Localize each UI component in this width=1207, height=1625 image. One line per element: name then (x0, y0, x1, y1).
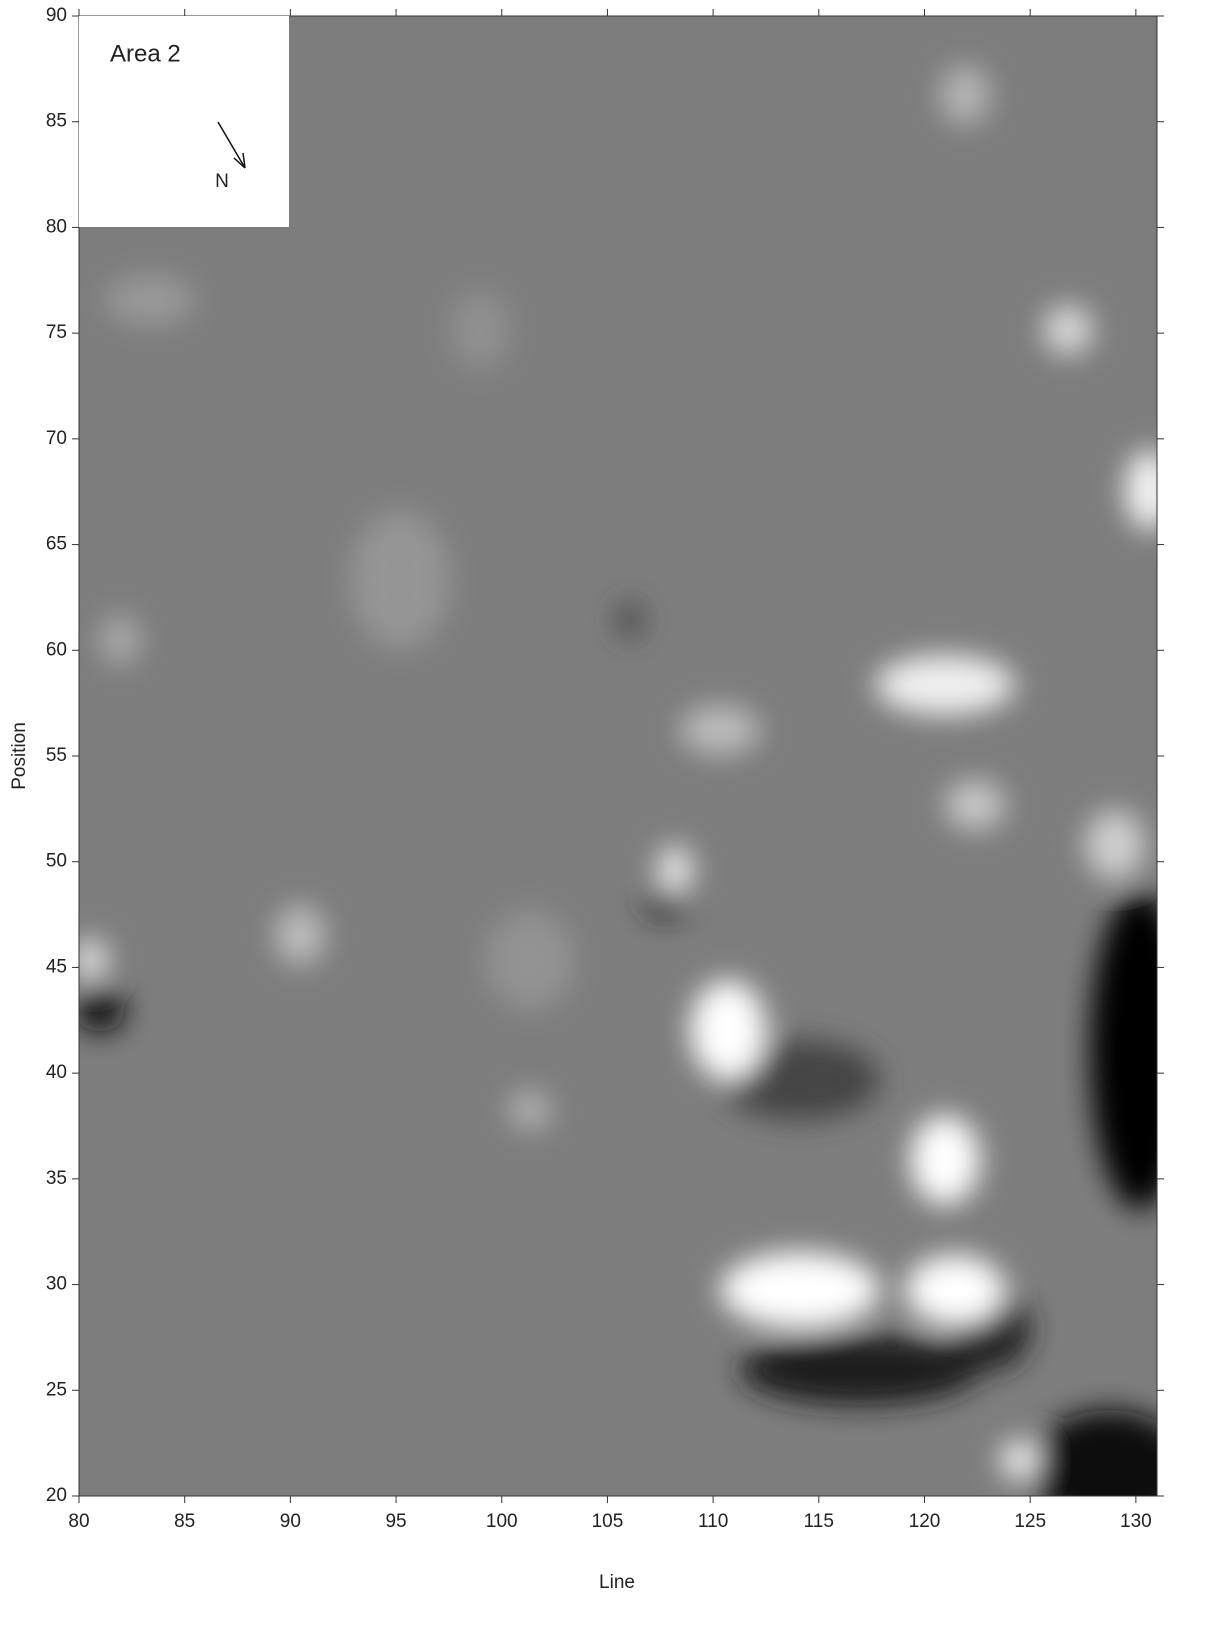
y-tick-label: 35 (46, 1168, 67, 1189)
x-tick-label: 95 (385, 1511, 406, 1532)
page: Area 2 N Line Position 80 85 90 95 100 105 110… (0, 0, 1207, 1625)
x-tick-label: 80 (68, 1511, 89, 1532)
y-tick-label: 25 (46, 1379, 67, 1400)
y-tick-label: 55 (46, 745, 67, 766)
x-tick-label: 115 (804, 1511, 834, 1532)
x-axis-label: Line (599, 1572, 635, 1593)
x-tick-label: 120 (909, 1511, 941, 1532)
y-tick-label: 45 (46, 956, 67, 977)
x-tick-label: 105 (592, 1511, 624, 1532)
y-tick-label: 85 (46, 111, 67, 132)
y-tick-label: 70 (46, 428, 67, 449)
y-tick-label: 50 (46, 851, 67, 872)
x-tick-label: 110 (698, 1511, 728, 1532)
x-tick-label: 85 (174, 1511, 195, 1532)
x-tick-label: 125 (1014, 1511, 1046, 1532)
x-tick-label: 90 (280, 1511, 301, 1532)
x-tick-label: 130 (1120, 1511, 1152, 1532)
legend-box: Area 2 N (79, 16, 289, 227)
x-tick-label: 100 (486, 1511, 518, 1532)
y-tick-label: 20 (46, 1485, 67, 1506)
y-tick-label: 80 (46, 216, 67, 237)
chart: Area 2 N Line Position 80 85 90 95 100 105 110… (0, 0, 1207, 1620)
y-tick-label: 65 (46, 534, 67, 555)
y-tick-label: 75 (46, 322, 67, 343)
y-tick-label: 30 (46, 1274, 67, 1295)
y-tick-label: 40 (46, 1062, 67, 1083)
y-tick-label: 60 (46, 639, 67, 660)
north-label: N (215, 171, 229, 192)
contour-field (72, 16, 1190, 1530)
y-tick-label: 90 (46, 5, 67, 26)
area-title: Area 2 (110, 40, 181, 67)
y-axis-label: Position (9, 722, 30, 790)
